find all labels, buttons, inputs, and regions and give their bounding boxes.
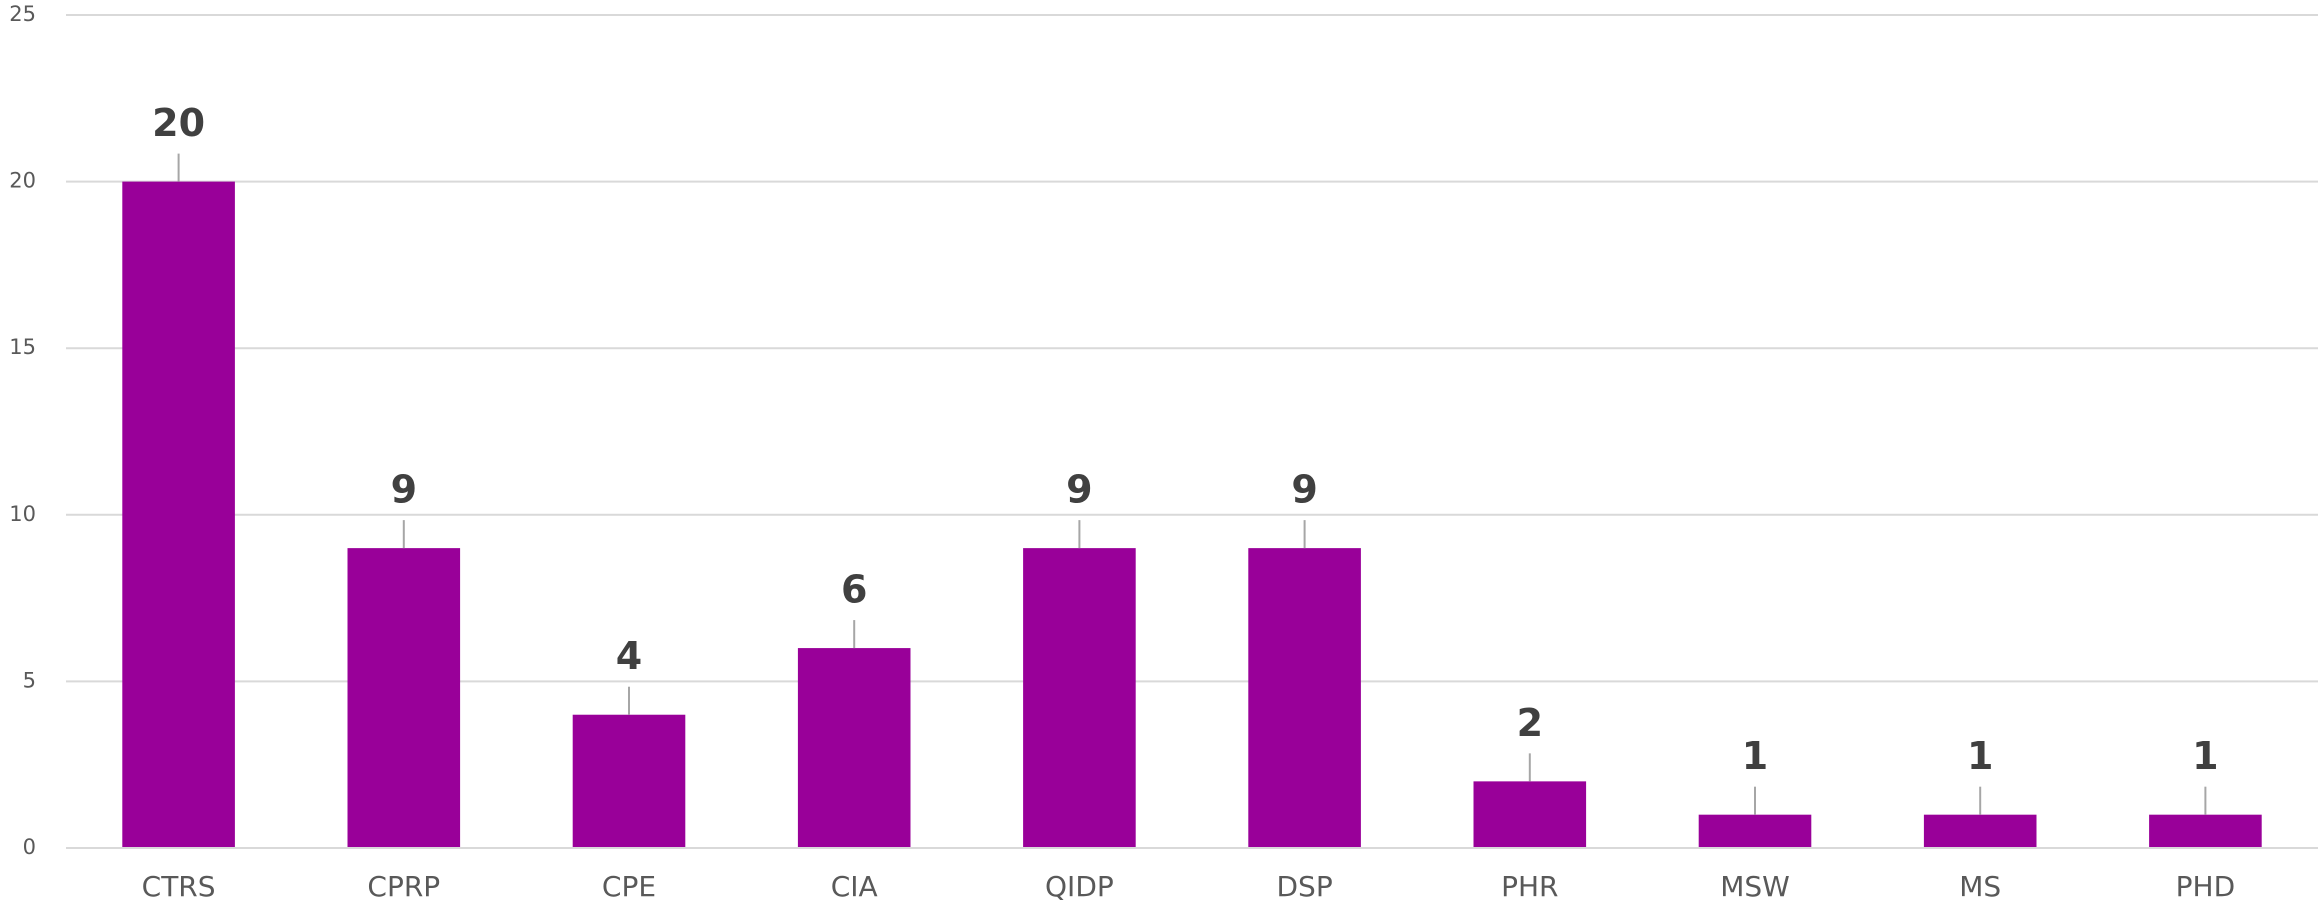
data-label: 9 bbox=[1066, 468, 1092, 512]
bar bbox=[347, 548, 461, 848]
bar bbox=[1473, 781, 1587, 848]
data-label: 9 bbox=[391, 468, 417, 512]
y-tick-label: 20 bbox=[9, 169, 36, 193]
y-tick-label: 25 bbox=[9, 2, 36, 26]
data-label: 1 bbox=[1967, 734, 1993, 778]
x-tick-label: MS bbox=[1959, 870, 2001, 903]
data-label: 2 bbox=[1517, 701, 1543, 745]
x-tick-label: PHR bbox=[1501, 870, 1558, 903]
x-tick-label: CPE bbox=[602, 870, 656, 903]
x-tick-label: CTRS bbox=[142, 870, 216, 903]
data-label: 20 bbox=[152, 101, 205, 145]
bar bbox=[1248, 548, 1361, 848]
data-label: 6 bbox=[841, 568, 867, 612]
y-tick-label: 10 bbox=[9, 502, 36, 526]
bar bbox=[1698, 814, 1812, 848]
bar bbox=[1923, 814, 2037, 848]
x-tick-label: CPRP bbox=[367, 870, 440, 903]
x-tick-label: CIA bbox=[831, 870, 878, 903]
data-label: 1 bbox=[1742, 734, 1768, 778]
y-tick-label: 15 bbox=[9, 335, 36, 359]
x-tick-label: PHD bbox=[2176, 870, 2236, 903]
bar bbox=[122, 181, 235, 849]
bar bbox=[1023, 548, 1136, 848]
x-tick-label: DSP bbox=[1276, 870, 1332, 903]
bar bbox=[797, 648, 911, 848]
data-label: 9 bbox=[1291, 468, 1317, 512]
bar bbox=[2149, 814, 2262, 848]
x-tick-label: QIDP bbox=[1045, 870, 1114, 903]
y-tick-label: 5 bbox=[23, 668, 36, 692]
y-tick-label: 0 bbox=[23, 835, 36, 859]
data-label: 4 bbox=[616, 634, 642, 678]
x-tick-label: MSW bbox=[1720, 870, 1790, 903]
data-label: 1 bbox=[2192, 734, 2218, 778]
bar bbox=[572, 714, 686, 848]
